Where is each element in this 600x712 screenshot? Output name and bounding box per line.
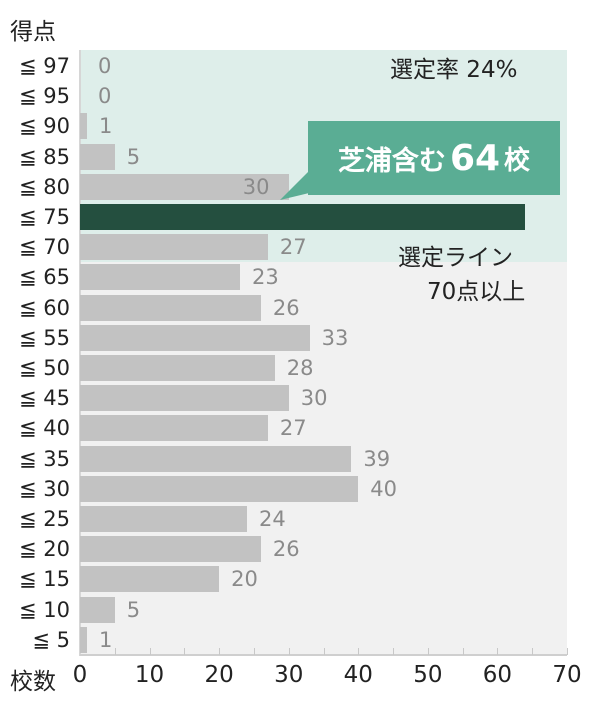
bar xyxy=(80,143,115,170)
bar xyxy=(80,445,352,472)
x-tick-mark xyxy=(114,648,116,655)
highlighted-bar xyxy=(80,204,526,230)
x-tick-mark xyxy=(567,648,568,655)
selection-line-label: 選定ライン xyxy=(398,245,513,271)
y-tick-label: ≦ 80 xyxy=(19,174,70,199)
y-tick-label: ≦ 10 xyxy=(19,597,70,622)
bar xyxy=(80,536,261,563)
highlight-callout: 芝浦含む 64 校 xyxy=(308,121,560,195)
x-tick-mark xyxy=(149,648,151,655)
bar xyxy=(80,566,220,593)
x-tick-mark xyxy=(427,648,429,655)
bar-value-label: 26 xyxy=(272,537,300,562)
callout-number: 64 xyxy=(449,137,501,179)
y-tick-label: ≦ 50 xyxy=(19,356,70,380)
x-tick-mark xyxy=(393,648,395,655)
y-tick-label: ≦ 45 xyxy=(19,386,70,411)
y-tick-label: ≦ 85 xyxy=(19,144,70,169)
y-tick-label: ≦ 90 xyxy=(19,114,70,139)
x-tick-label: 30 xyxy=(274,662,304,688)
x-tick-mark xyxy=(184,648,186,655)
y-tick-label: ≦ 15 xyxy=(19,567,70,592)
bar xyxy=(80,294,261,321)
y-tick-label: ≦ 60 xyxy=(19,295,70,320)
bar xyxy=(80,385,289,412)
bar-value-label: 39 xyxy=(363,446,391,471)
x-tick-mark xyxy=(253,648,255,655)
y-tick-label: ≦ 30 xyxy=(19,476,70,501)
x-tick-label: 0 xyxy=(72,662,88,688)
y-tick-label: ≦ 97 xyxy=(19,54,70,78)
bar-value-label: 30 xyxy=(242,174,270,199)
x-tick-label: 70 xyxy=(552,662,582,688)
bar xyxy=(80,113,87,140)
x-tick-mark xyxy=(358,648,360,655)
x-tick-mark xyxy=(323,648,325,655)
bar-value-label: 5 xyxy=(126,597,141,622)
y-axis-title: 得点 xyxy=(10,19,56,45)
callout-unit: 校 xyxy=(504,145,531,176)
x-tick-label: 20 xyxy=(204,662,234,688)
bar xyxy=(80,596,115,623)
x-tick-mark xyxy=(532,648,534,655)
bar xyxy=(80,415,268,442)
bar-value-label: 0 xyxy=(98,84,112,109)
bar-value-label: 1 xyxy=(98,114,113,139)
x-tick-label: 50 xyxy=(413,662,443,688)
y-tick-label: ≦ 55 xyxy=(19,325,70,350)
bar xyxy=(80,173,289,200)
x-tick-label: 60 xyxy=(482,662,513,688)
selection-rate-label: 選定率 24% xyxy=(390,57,518,83)
x-tick-mark xyxy=(462,648,464,655)
bar-value-label: 40 xyxy=(370,476,398,501)
bar-value-label: 1 xyxy=(98,627,113,652)
bar-value-label: 27 xyxy=(279,235,307,260)
y-tick-label: ≦ 20 xyxy=(19,537,70,562)
bar-value-label: 23 xyxy=(252,265,279,290)
callout-prefix: 芝浦含む xyxy=(337,145,446,177)
y-tick-label: ≦ 75 xyxy=(19,205,70,229)
bar xyxy=(80,264,240,291)
bar xyxy=(80,355,275,381)
bar-value-label: 26 xyxy=(272,295,300,320)
y-tick-label: ≦ 35 xyxy=(19,446,70,471)
bar xyxy=(80,506,247,532)
x-axis-title: 校数 xyxy=(10,669,56,695)
bar xyxy=(80,324,310,351)
y-tick-label: ≦ 65 xyxy=(19,265,70,290)
y-tick-label: ≦ 70 xyxy=(19,235,70,260)
bar-value-label: 0 xyxy=(98,54,112,78)
bar-value-label: 24 xyxy=(258,507,286,531)
selection-threshold-label: 70点以上 xyxy=(427,279,526,305)
bar xyxy=(80,475,359,502)
bar-value-label: 20 xyxy=(231,567,258,592)
x-tick-mark xyxy=(288,648,290,655)
y-axis-line xyxy=(79,50,81,656)
x-tick-label: 40 xyxy=(343,662,373,688)
bar-value-label: 33 xyxy=(321,325,349,350)
y-tick-label: ≦ 95 xyxy=(19,84,70,109)
bar-value-label: 28 xyxy=(286,356,314,380)
y-tick-label: ≦ 40 xyxy=(19,416,70,441)
bar-value-label: 27 xyxy=(279,416,307,441)
x-tick-label: 10 xyxy=(134,662,165,688)
y-tick-label: ≦ 5 xyxy=(32,627,70,652)
x-tick-mark xyxy=(497,648,499,655)
x-tick-mark xyxy=(219,648,221,655)
y-tick-label: ≦ 25 xyxy=(19,507,70,531)
x-axis-line xyxy=(80,654,567,656)
bar xyxy=(80,234,268,261)
bar-value-label: 5 xyxy=(126,144,141,169)
bar-value-label: 30 xyxy=(300,386,328,411)
bar xyxy=(80,626,87,653)
